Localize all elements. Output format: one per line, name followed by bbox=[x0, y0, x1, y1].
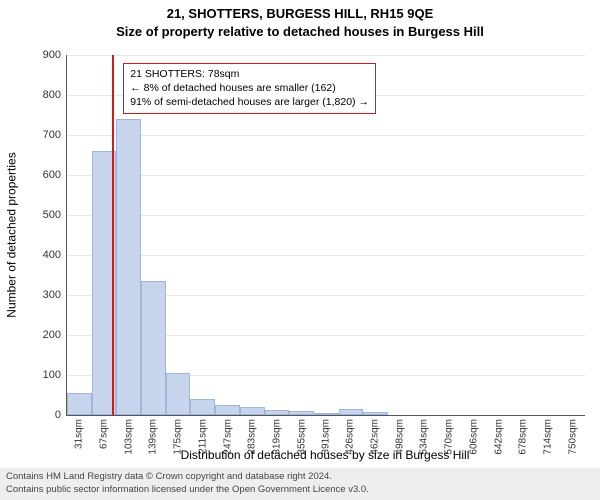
y-tick-label: 300 bbox=[43, 289, 61, 301]
x-tick-label: 67sqm bbox=[99, 419, 110, 449]
annotation-line: ← 8% of detached houses are smaller (162… bbox=[130, 81, 369, 95]
x-axis-label: Distribution of detached houses by size … bbox=[66, 448, 584, 462]
chart-container: 21, SHOTTERS, BURGESS HILL, RH15 9QE Siz… bbox=[0, 0, 600, 500]
gridline bbox=[67, 55, 585, 56]
gridline bbox=[67, 215, 585, 216]
chart-title-address: 21, SHOTTERS, BURGESS HILL, RH15 9QE bbox=[0, 6, 600, 21]
histogram-bar bbox=[190, 399, 215, 415]
y-tick-label: 100 bbox=[43, 369, 61, 381]
plot-area: 010020030040050060070080090031sqm67sqm10… bbox=[66, 55, 585, 416]
gridline bbox=[67, 255, 585, 256]
y-tick-label: 800 bbox=[43, 89, 61, 101]
histogram-bar bbox=[67, 393, 92, 415]
x-tick-label: 31sqm bbox=[74, 419, 85, 449]
attribution-footer: Contains HM Land Registry data © Crown c… bbox=[0, 468, 600, 500]
footer-line2: Contains public sector information licen… bbox=[6, 484, 594, 496]
y-tick-label: 400 bbox=[43, 249, 61, 261]
histogram-bar bbox=[265, 410, 290, 415]
histogram-bar bbox=[240, 407, 265, 415]
y-tick-label: 600 bbox=[43, 169, 61, 181]
histogram-bar bbox=[166, 373, 191, 415]
annotation-line: 91% of semi-detached houses are larger (… bbox=[130, 95, 369, 109]
histogram-bar bbox=[116, 119, 141, 415]
y-axis-label: Number of detached properties bbox=[4, 55, 20, 415]
y-tick-label: 900 bbox=[43, 49, 61, 61]
annotation-box: 21 SHOTTERS: 78sqm← 8% of detached house… bbox=[123, 63, 376, 114]
gridline bbox=[67, 135, 585, 136]
y-tick-label: 700 bbox=[43, 129, 61, 141]
annotation-line: 21 SHOTTERS: 78sqm bbox=[130, 67, 369, 81]
property-marker-line bbox=[112, 55, 114, 415]
histogram-bar bbox=[141, 281, 166, 415]
y-tick-label: 0 bbox=[55, 409, 61, 421]
histogram-bar bbox=[215, 405, 240, 415]
chart-title-subtitle: Size of property relative to detached ho… bbox=[0, 24, 600, 39]
histogram-bar bbox=[339, 409, 364, 415]
y-tick-label: 500 bbox=[43, 209, 61, 221]
gridline bbox=[67, 175, 585, 176]
histogram-bar bbox=[289, 411, 314, 415]
y-tick-label: 200 bbox=[43, 329, 61, 341]
footer-line1: Contains HM Land Registry data © Crown c… bbox=[6, 471, 594, 483]
histogram-bar bbox=[363, 412, 388, 415]
histogram-bar bbox=[314, 413, 339, 415]
